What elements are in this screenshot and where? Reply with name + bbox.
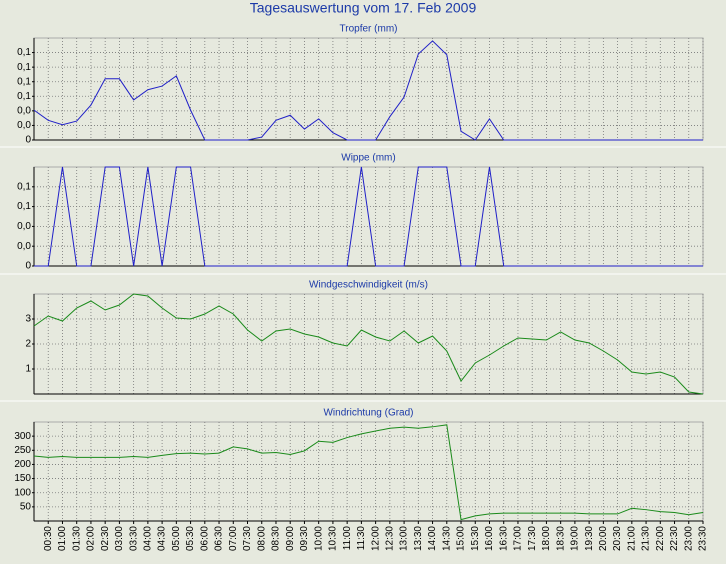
x-tick-label: 20:30: [612, 526, 623, 551]
x-tick-label: 22:30: [669, 526, 680, 551]
x-tick-label: 16:00: [484, 526, 495, 551]
main-title: Tagesauswertung vom 17. Feb 2009: [250, 0, 477, 16]
y-tick-label: 250: [14, 445, 31, 456]
x-tick-label: 20:00: [598, 526, 609, 551]
y-tick-label: 300: [14, 431, 31, 442]
x-tick-label: 07:30: [242, 526, 253, 551]
x-tick-label: 23:30: [698, 526, 709, 551]
x-tick-label: 19:30: [584, 526, 595, 551]
y-tick-label: 2: [25, 339, 31, 350]
data-line: [34, 166, 703, 267]
x-tick-label: 16:30: [498, 526, 509, 551]
x-tick-label: 06:30: [214, 526, 225, 551]
x-tick-label: 06:00: [199, 526, 210, 551]
x-tick-label: 14:00: [427, 526, 438, 551]
y-tick-label: 3: [25, 314, 31, 325]
x-tick-label: 08:30: [271, 526, 282, 551]
x-tick-label: 03:00: [114, 526, 125, 551]
x-tick-label: 12:00: [370, 526, 381, 551]
x-tick-label: 17:00: [513, 526, 524, 551]
x-tick-label: 00:30: [43, 526, 54, 551]
x-tick-label: 09:00: [285, 526, 296, 551]
data-line: [33, 293, 704, 395]
x-tick-label: 17:30: [527, 526, 538, 551]
x-tick-label: 18:30: [555, 526, 566, 551]
x-tick-label: 21:30: [641, 526, 652, 551]
data-line: [33, 40, 703, 141]
y-tick-label: 0,0: [17, 221, 31, 232]
y-tick-label: 0,0: [17, 241, 31, 252]
panel-title: Tropfer (mm): [340, 24, 398, 35]
x-tick-label: 05:30: [185, 526, 196, 551]
y-tick-label: 0,1: [17, 62, 31, 73]
y-tick-label: 0,0: [17, 120, 31, 131]
x-tick-label: 11:30: [356, 526, 367, 551]
y-tick-label: 0,1: [17, 201, 31, 212]
x-tick-label: 13:30: [413, 526, 424, 551]
y-tick-label: 200: [14, 459, 31, 470]
x-tick-label: 13:00: [399, 526, 410, 551]
y-tick-label: 50: [20, 501, 32, 512]
x-tick-label: 02:00: [86, 526, 97, 551]
x-tick-label: 19:00: [570, 526, 581, 551]
y-tick-label: 100: [14, 487, 31, 498]
x-tick-label: 10:30: [328, 526, 339, 551]
x-tick-label: 18:00: [541, 526, 552, 551]
x-tick-label: 21:00: [626, 526, 637, 551]
y-tick-label: 150: [14, 473, 31, 484]
x-tick-label: 23:00: [683, 526, 694, 551]
panel-title: Windgeschwindigkeit (m/s): [309, 280, 428, 291]
x-tick-label: 04:30: [157, 526, 168, 551]
x-tick-label: 08:00: [256, 526, 267, 551]
x-tick-label: 07:00: [228, 526, 239, 551]
x-tick-label: 01:30: [71, 526, 82, 551]
data-line: [33, 424, 704, 521]
y-tick-label: 0,1: [17, 91, 31, 102]
x-tick-label: 22:00: [655, 526, 666, 551]
x-tick-label: 09:30: [299, 526, 310, 551]
x-tick-label: 12:30: [384, 526, 395, 551]
y-tick-label: 0,1: [17, 47, 31, 58]
x-tick-label: 05:00: [171, 526, 182, 551]
x-tick-label: 02:30: [100, 526, 111, 551]
y-tick-label: 0,0: [17, 105, 31, 116]
x-tick-label: 15:30: [470, 526, 481, 551]
y-tick-label: 0: [25, 261, 31, 272]
y-tick-label: 0: [25, 135, 31, 146]
x-tick-label: 03:30: [128, 526, 139, 551]
y-tick-label: 0,1: [17, 181, 31, 192]
x-tick-label: 14:30: [441, 526, 452, 551]
x-tick-label: 11:00: [342, 526, 353, 551]
y-tick-label: 0,1: [17, 76, 31, 87]
y-tick-label: 1: [25, 364, 31, 375]
x-tick-label: 15:00: [456, 526, 467, 551]
x-tick-label: 01:00: [57, 526, 68, 551]
x-tick-label: 04:00: [143, 526, 154, 551]
x-tick-label: 10:00: [313, 526, 324, 551]
panel-title: Windrichtung (Grad): [323, 408, 413, 419]
panel-title: Wippe (mm): [341, 153, 395, 164]
